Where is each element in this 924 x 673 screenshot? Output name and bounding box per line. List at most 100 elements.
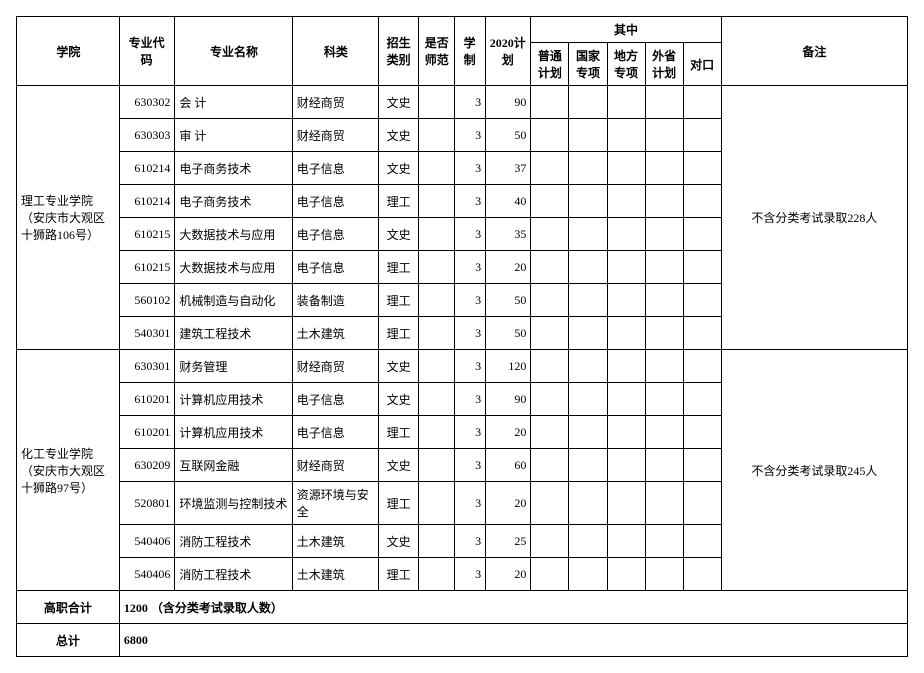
sub-dk-cell [683,284,721,317]
major-cell: 机械制造与自动化 [175,284,292,317]
kind-cell: 装备制造 [292,284,378,317]
code-cell: 540406 [119,525,175,558]
duration-cell: 3 [455,119,486,152]
total-row: 总计6800 [17,624,908,657]
sub-national-cell [569,416,607,449]
sub-dk-cell [683,185,721,218]
plan-cell: 37 [486,152,531,185]
hdr-plan: 2020计划 [486,17,531,86]
plan-cell: 20 [486,416,531,449]
hdr-sub-ordinary: 普通计划 [531,43,569,86]
kind-cell: 电子信息 [292,218,378,251]
plan-cell: 50 [486,284,531,317]
major-cell: 互联网金融 [175,449,292,482]
sub-local-cell [607,119,645,152]
duration-cell: 3 [455,350,486,383]
sub-ordinary-cell [531,185,569,218]
duration-cell: 3 [455,152,486,185]
zstype-cell: 文史 [379,383,419,416]
sub-other-cell [645,449,683,482]
total-row: 高职合计1200 （含分类考试录取人数） [17,591,908,624]
hdr-sub-dk: 对口 [683,43,721,86]
major-cell: 建筑工程技术 [175,317,292,350]
sub-ordinary-cell [531,251,569,284]
plan-cell: 90 [486,86,531,119]
sub-national-cell [569,218,607,251]
sub-national-cell [569,284,607,317]
duration-cell: 3 [455,525,486,558]
kind-cell: 电子信息 [292,185,378,218]
code-cell: 520801 [119,482,175,525]
major-cell: 大数据技术与应用 [175,218,292,251]
sub-dk-cell [683,416,721,449]
sub-dk-cell [683,317,721,350]
plan-cell: 50 [486,317,531,350]
sub-local-cell [607,350,645,383]
remark-cell: 不含分类考试录取228人 [721,86,907,350]
normal-cell [419,86,455,119]
zstype-cell: 文史 [379,525,419,558]
kind-cell: 电子信息 [292,251,378,284]
sub-national-cell [569,317,607,350]
kind-cell: 财经商贸 [292,86,378,119]
code-cell: 610201 [119,383,175,416]
plan-cell: 40 [486,185,531,218]
grand-total-value: 6800 [119,624,907,657]
table-row: 理工专业学院（安庆市大观区十狮路106号）630302会 计财经商贸文史390不… [17,86,908,119]
hdr-zstype: 招生类别 [379,17,419,86]
kind-cell: 土木建筑 [292,525,378,558]
sub-national-cell [569,152,607,185]
kind-cell: 财经商贸 [292,119,378,152]
major-cell: 环境监测与控制技术 [175,482,292,525]
zstype-cell: 理工 [379,284,419,317]
code-cell: 540406 [119,558,175,591]
sub-other-cell [645,152,683,185]
normal-cell [419,383,455,416]
sub-national-cell [569,185,607,218]
normal-cell [419,416,455,449]
major-cell: 大数据技术与应用 [175,251,292,284]
hdr-sub-local: 地方专项 [607,43,645,86]
plan-cell: 50 [486,119,531,152]
sub-other-cell [645,525,683,558]
plan-cell: 20 [486,482,531,525]
major-cell: 消防工程技术 [175,558,292,591]
zstype-cell: 文史 [379,449,419,482]
hdr-kind: 科类 [292,17,378,86]
table-body: 理工专业学院（安庆市大观区十狮路106号）630302会 计财经商贸文史390不… [17,86,908,657]
duration-cell: 3 [455,86,486,119]
zstype-cell: 理工 [379,251,419,284]
sub-other-cell [645,218,683,251]
sub-other-cell [645,251,683,284]
kind-cell: 资源环境与安全 [292,482,378,525]
zstype-cell: 文史 [379,86,419,119]
code-cell: 630209 [119,449,175,482]
sub-dk-cell [683,251,721,284]
code-cell: 610201 [119,416,175,449]
sub-other-cell [645,317,683,350]
sub-national-cell [569,449,607,482]
kind-cell: 电子信息 [292,383,378,416]
zstype-cell: 理工 [379,416,419,449]
college-name-cell: 理工专业学院（安庆市大观区十狮路106号） [17,86,120,350]
sub-ordinary-cell [531,558,569,591]
hz-total-value: 1200 （含分类考试录取人数） [119,591,907,624]
zstype-cell: 文史 [379,218,419,251]
sub-local-cell [607,317,645,350]
sub-local-cell [607,482,645,525]
sub-dk-cell [683,558,721,591]
major-cell: 电子商务技术 [175,185,292,218]
sub-dk-cell [683,525,721,558]
duration-cell: 3 [455,218,486,251]
sub-other-cell [645,350,683,383]
normal-cell [419,185,455,218]
code-cell: 610215 [119,218,175,251]
hdr-sub-group: 其中 [531,17,721,43]
sub-local-cell [607,251,645,284]
normal-cell [419,284,455,317]
normal-cell [419,317,455,350]
sub-other-cell [645,284,683,317]
sub-local-cell [607,558,645,591]
normal-cell [419,218,455,251]
sub-national-cell [569,350,607,383]
